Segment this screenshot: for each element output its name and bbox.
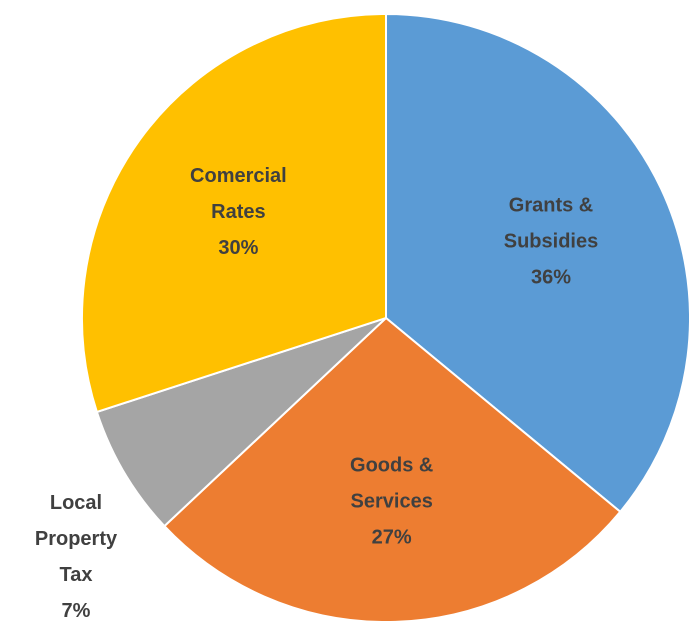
pie-labels: Grants & Subsidies 36% Goods & Services 27% Lo…: [35, 165, 598, 622]
pie-slice-label: Grants & Subsidies 36%: [504, 194, 598, 288]
pie-slice-label: Comercial Rates 30%: [190, 165, 287, 259]
pie-slice: [162, 316, 622, 623]
pie-slice-percent: 36%: [531, 266, 571, 288]
pie-slice-category: Rates: [211, 201, 265, 223]
pie-slice-category: Comercial: [190, 165, 287, 187]
pie-slice-category: Goods &: [350, 454, 433, 476]
pie-slice-percent: 30%: [218, 237, 258, 259]
pie-slice: [385, 12, 689, 514]
pie-slice-label: Local Property Tax 7%: [35, 492, 118, 622]
pie-slice-category: Subsidies: [504, 230, 598, 252]
pie-slice-category: Services: [351, 490, 433, 512]
pie-slice-category: Grants &: [509, 194, 593, 216]
pie-slice-label: Goods & Services 27%: [350, 454, 433, 548]
pie-slice: [95, 317, 387, 528]
pie-slices: [81, 12, 689, 623]
pie-slice: [81, 12, 387, 414]
pie-slice-percent: 27%: [372, 526, 412, 548]
pie-slice-category: Tax: [60, 564, 93, 586]
pie-slice-percent: 7%: [62, 600, 91, 622]
pie-slice-category: Property: [35, 528, 118, 550]
pie-slice-category: Local: [50, 492, 102, 514]
